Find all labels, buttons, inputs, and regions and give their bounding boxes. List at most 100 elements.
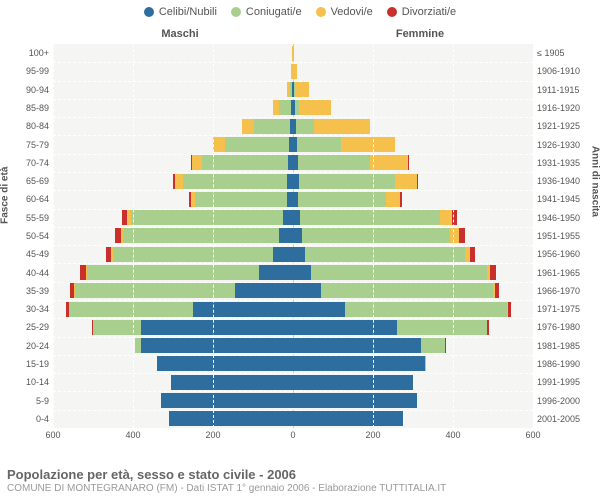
bar-segment [293,265,311,280]
bar-segment [123,228,279,243]
bar-segment [202,155,288,170]
bar-segment [131,210,283,225]
age-row: 30-341971-1975 [53,300,533,318]
male-bar [53,190,293,208]
birth-label: 1926-1930 [537,140,589,150]
bar-segment [490,265,496,280]
age-row: 85-891916-1920 [53,99,533,117]
gridline-v [213,44,214,428]
bar-segment [487,320,488,335]
age-label: 70-74 [17,158,49,168]
age-row: 25-291976-1980 [53,318,533,336]
male-bar [53,209,293,227]
bar-segment [75,283,235,298]
legend-label: Divorziati/e [402,6,456,18]
bar-segment [293,411,403,426]
age-row: 55-591946-1950 [53,209,533,227]
female-bar [293,209,533,227]
bar-segment [408,155,409,170]
female-bar [293,62,533,80]
bar-segment [293,46,294,61]
male-bar [53,172,293,190]
age-label: 75-79 [17,140,49,150]
bar-segment [193,302,293,317]
birth-label: 1946-1950 [537,213,589,223]
bar-segment [183,174,287,189]
female-bar [293,282,533,300]
bar-segment [141,320,293,335]
bar-segment [161,393,293,408]
birth-label: 1996-2000 [537,396,589,406]
birth-label: 1966-1970 [537,286,589,296]
birth-label: 2001-2005 [537,414,589,424]
age-label: 15-19 [17,359,49,369]
bar-segment [459,228,465,243]
gridline-v [373,44,374,428]
age-row: 35-391966-1970 [53,282,533,300]
male-bar [53,282,293,300]
male-bar [53,135,293,153]
age-label: 45-49 [17,249,49,259]
male-bar [53,117,293,135]
bar-segment [293,356,425,371]
legend-label: Vedovi/e [331,6,373,18]
birth-label: 1971-1975 [537,304,589,314]
chart-title: Popolazione per età, sesso e stato civil… [7,467,593,482]
bar-segment [175,174,183,189]
bar-segment [470,247,476,262]
female-bar [293,135,533,153]
birth-label: 1916-1920 [537,103,589,113]
birth-label: 1981-1985 [537,341,589,351]
gridline-v [533,44,534,428]
bar-segment [235,283,293,298]
legend-label: Coniugati/e [246,6,302,18]
age-label: 85-89 [17,103,49,113]
bar-segment [370,155,408,170]
y-axis-left-title: Fasce di età [0,167,11,224]
x-tick: 0 [290,430,295,440]
bar-segment [259,265,293,280]
birth-label: 1951-1955 [537,231,589,241]
birth-label: 1986-1990 [537,359,589,369]
gridline-v [453,44,454,428]
birth-label: 1936-1940 [537,176,589,186]
bar-segment [225,137,289,152]
age-label: 25-29 [17,322,49,332]
age-row: 60-641941-1945 [53,190,533,208]
age-label: 35-39 [17,286,49,296]
male-bar [53,355,293,373]
bar-segment [293,302,345,317]
male-bar [53,81,293,99]
bar-segment [397,320,487,335]
gridline-v [53,44,54,428]
male-bar [53,410,293,428]
age-label: 5-9 [17,396,49,406]
birth-label: 1931-1935 [537,158,589,168]
pyramid-chart: 100+≤ 190595-991906-191090-941911-191585… [53,44,533,428]
bar-segment [305,247,465,262]
female-bar [293,300,533,318]
birth-label: 1956-1960 [537,249,589,259]
age-label: 55-59 [17,213,49,223]
bar-segment [302,228,450,243]
bar-segment [195,192,287,207]
birth-label: 1976-1980 [537,322,589,332]
bar-segment [345,302,507,317]
female-bar [293,99,533,117]
age-row: 50-541951-1955 [53,227,533,245]
legend-item: Coniugati/e [231,6,302,18]
male-bar [53,227,293,245]
female-bar [293,263,533,281]
female-bar [293,190,533,208]
legend-swatch [316,7,326,17]
bar-segment [425,356,426,371]
x-tick: 400 [445,430,460,440]
legend-label: Celibi/Nubili [159,6,217,18]
age-row: 95-991906-1910 [53,62,533,80]
age-row: 65-691936-1940 [53,172,533,190]
x-tick: 200 [365,430,380,440]
x-tick: 600 [525,430,540,440]
age-label: 30-34 [17,304,49,314]
age-label: 50-54 [17,231,49,241]
age-row: 5-91996-2000 [53,391,533,409]
